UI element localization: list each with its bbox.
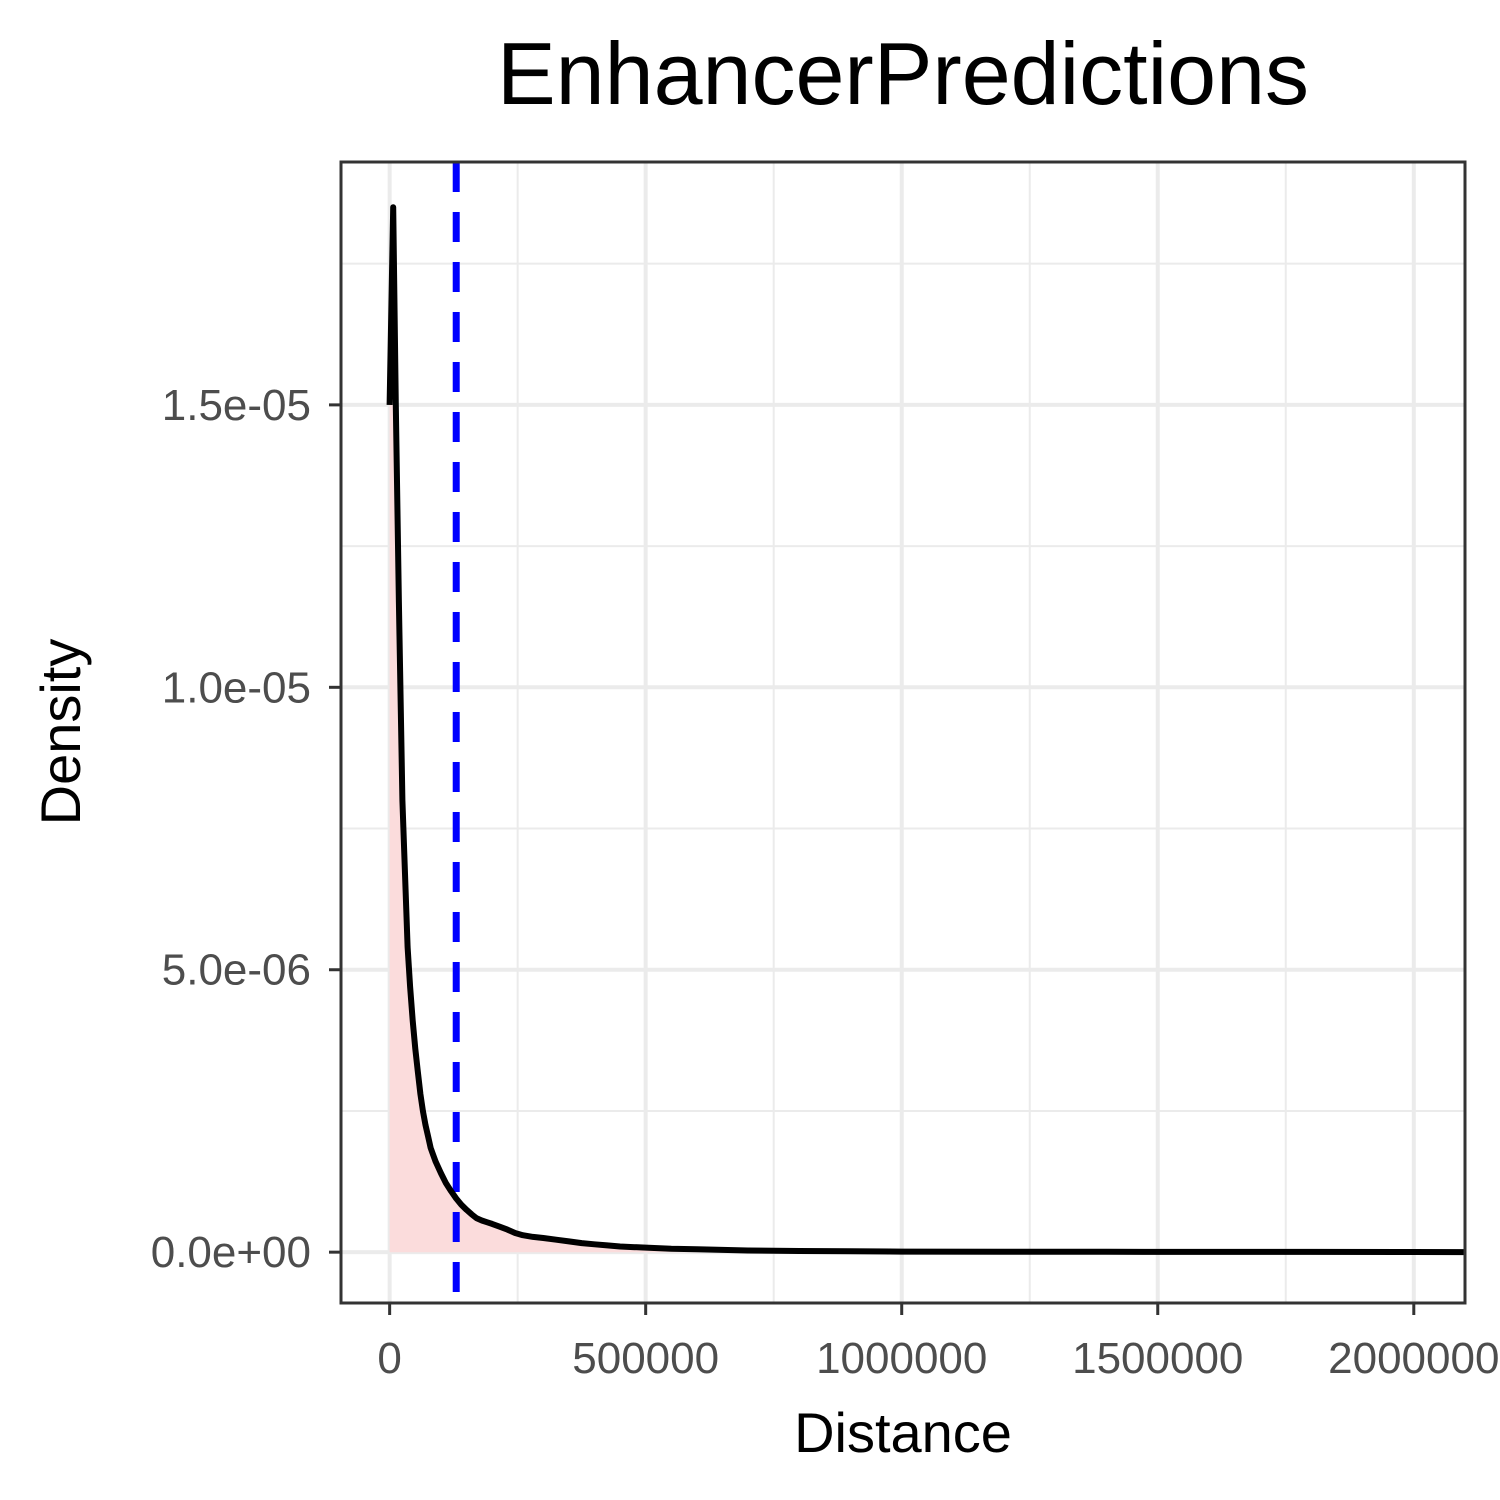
x-axis: 0 500000 1000000 1500000 2000000 <box>377 1303 1499 1383</box>
x-tick-label: 0 <box>377 1334 401 1383</box>
x-axis-title: Distance <box>794 1401 1012 1464</box>
x-tick-label: 1000000 <box>816 1334 987 1383</box>
y-tick-label: 1.5e-05 <box>162 381 311 430</box>
major-gridlines <box>341 162 1465 1303</box>
density-line <box>386 204 1466 1256</box>
y-axis-title: Density <box>29 639 92 826</box>
y-tick-label: 0.0e+00 <box>151 1228 311 1277</box>
density-area <box>389 207 1466 1253</box>
y-tick-label: 5.0e-06 <box>162 946 311 995</box>
x-tick-label: 1500000 <box>1072 1334 1243 1383</box>
x-tick-label: 2000000 <box>1328 1334 1499 1383</box>
x-tick-label: 500000 <box>572 1334 719 1383</box>
chart-title: EnhancerPredictions <box>497 24 1309 123</box>
y-axis: 0.0e+00 5.0e-06 1.0e-05 1.5e-05 <box>151 381 341 1277</box>
y-tick-label: 1.0e-05 <box>162 663 311 712</box>
